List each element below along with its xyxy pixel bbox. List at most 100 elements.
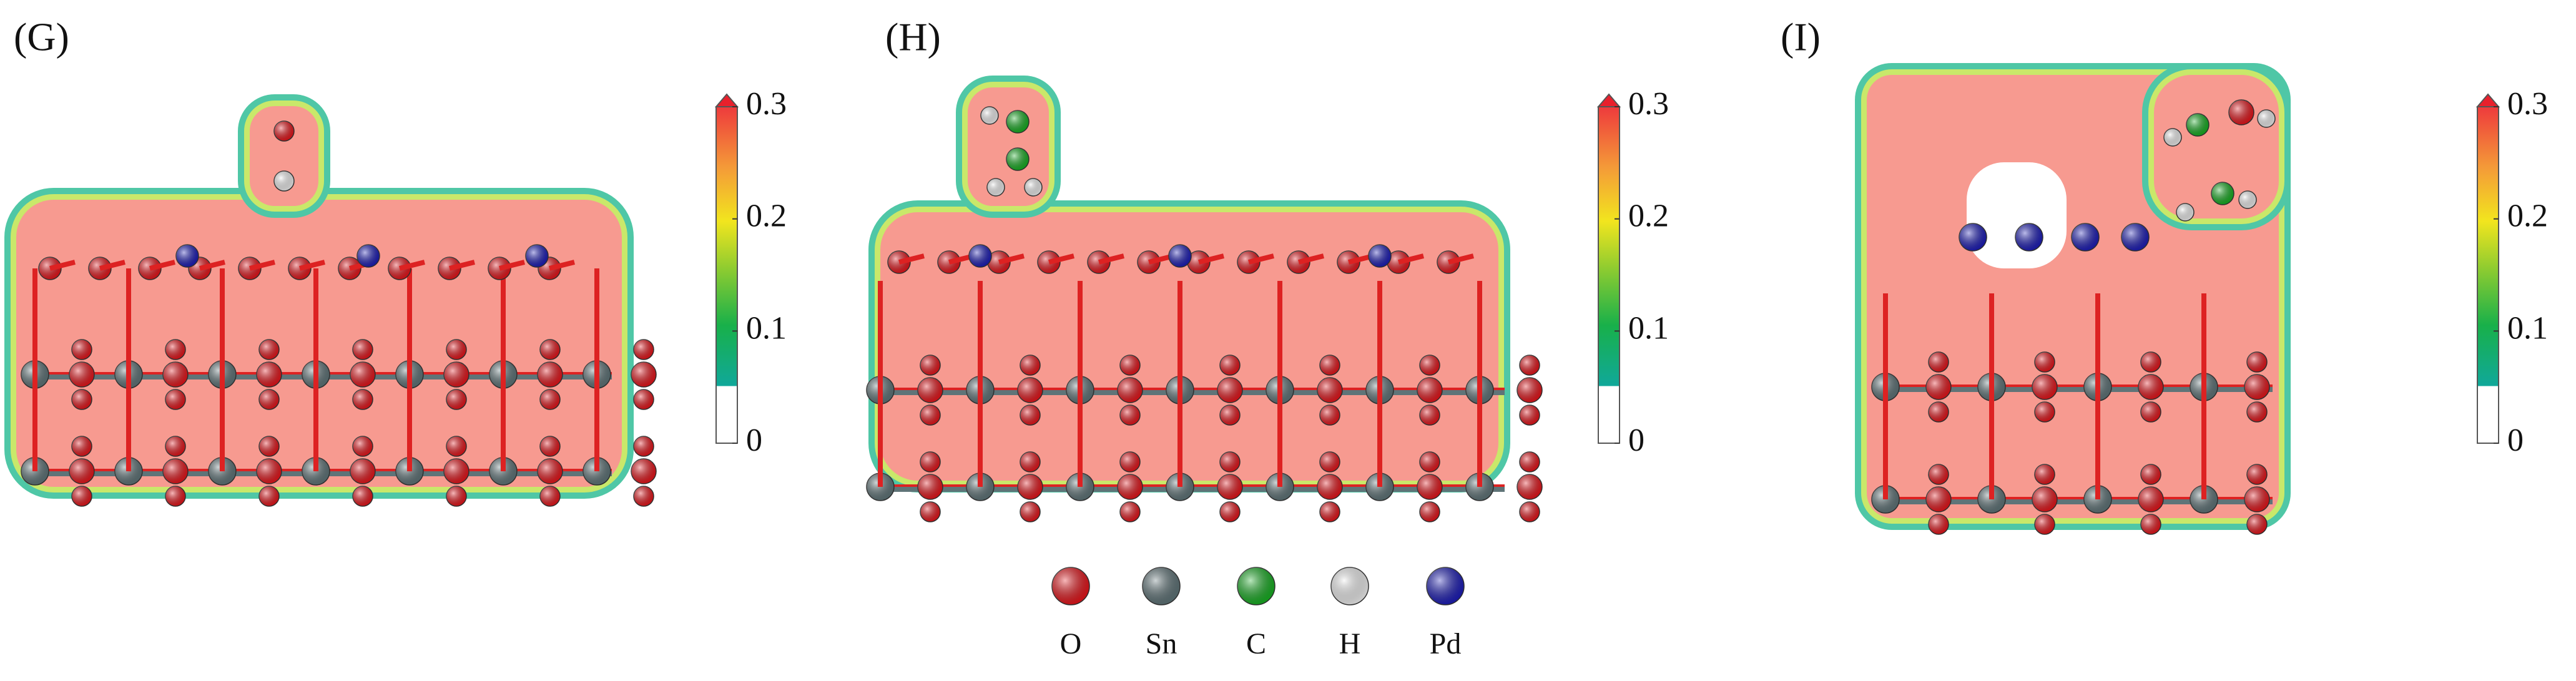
legend-label: Pd (1430, 627, 1462, 660)
atom-shade (446, 389, 466, 409)
atom-shade (72, 389, 92, 409)
atom-shade (176, 245, 199, 267)
atom-shade (1120, 405, 1140, 425)
atom-shade (1420, 502, 1440, 522)
elf-map (250, 106, 318, 206)
atom-shade (631, 459, 656, 484)
legend-label: Sn (1146, 627, 1177, 660)
colorbar-tick-label: 0.2 (2507, 198, 2548, 234)
atom-shade (163, 459, 188, 484)
bond (49, 260, 76, 271)
atom-shade (1520, 502, 1540, 522)
atom-shade (631, 362, 656, 387)
colorbar-tick-label: 0.3 (746, 86, 787, 122)
colorbar-tick-label: 0.1 (746, 310, 787, 346)
panel-label: (G) (14, 15, 69, 59)
atom-shade (1417, 474, 1442, 499)
colorbar-tick-label: 0 (746, 423, 762, 458)
atom-shade (2247, 402, 2267, 422)
atom-shade (1320, 405, 1340, 425)
atom-shade (2239, 191, 2256, 208)
atom-shade (2035, 352, 2055, 372)
atom-shade (1517, 474, 1542, 499)
atom-shade (2211, 182, 2234, 205)
atom-shade (2164, 129, 2181, 146)
atom-shade (350, 459, 375, 484)
atom-shade (165, 389, 185, 409)
atom-shade (981, 107, 998, 124)
panel: (I) 0 0.1 0.2 0.3 (1781, 15, 2548, 535)
atom-shade (1420, 405, 1440, 425)
atom-shade (1220, 452, 1240, 472)
atom-shade (444, 459, 469, 484)
bond (549, 260, 575, 271)
atom-shade (259, 486, 279, 506)
panel-label: (H) (885, 15, 941, 59)
bond (1198, 253, 1224, 265)
atom-shade (259, 340, 279, 360)
atom-shade (2244, 375, 2269, 399)
atom-shade (2015, 223, 2043, 251)
atom-shade (353, 486, 373, 506)
bond (499, 260, 525, 271)
atom-shade (274, 121, 294, 141)
colorbar-tick-label: 0 (2507, 423, 2524, 458)
atom-shade (2141, 514, 2161, 534)
legend: O Sn C H Pd (1051, 567, 1465, 660)
atom-shade (2035, 464, 2055, 484)
atom-shade (2247, 514, 2267, 534)
atom-shade (1220, 355, 1240, 375)
bond (998, 253, 1025, 265)
atom-shade (1018, 474, 1043, 499)
atom-shade (1320, 502, 1340, 522)
atom-shade (1926, 487, 1951, 512)
atom-shade (1006, 148, 1029, 170)
atom-shade (72, 486, 92, 506)
atom-shade (1520, 355, 1540, 375)
bond (399, 260, 425, 271)
atom-shade (69, 459, 94, 484)
atom-shade (163, 362, 188, 387)
atom-shade (1052, 567, 1089, 605)
atom-shade (1929, 402, 1949, 422)
atom-shade (2176, 203, 2194, 221)
atom-shade (634, 389, 654, 409)
colorbar-tick-label: 0.1 (2507, 310, 2548, 346)
atom-shade (2141, 352, 2161, 372)
atom-shade (540, 340, 560, 360)
atom-shade (1120, 452, 1140, 472)
atom-shade (257, 362, 282, 387)
atom-shade (2072, 223, 2099, 251)
atom-shade (1120, 355, 1140, 375)
atom-shade (920, 405, 940, 425)
panel: (G) 0 0.1 0.2 0.3 (4, 15, 787, 507)
atom-shade (165, 340, 185, 360)
bond (1298, 253, 1324, 265)
colorbar (1598, 106, 1620, 444)
atom-shade (1020, 502, 1040, 522)
atom-shade (1169, 245, 1191, 267)
atom-shade (1025, 179, 1042, 196)
atom-shade (444, 362, 469, 387)
atom-shade (1143, 567, 1180, 605)
atom-shade (2141, 402, 2161, 422)
atom-shade (1018, 378, 1043, 403)
elf-map (16, 200, 622, 487)
colorbar-tick-label: 0.2 (746, 198, 787, 234)
atom-shade (2141, 464, 2161, 484)
atom-shade (969, 245, 991, 267)
panel-label: (I) (1781, 15, 1821, 59)
atom-shade (2229, 100, 2254, 125)
atom-shade (1929, 464, 1949, 484)
atom-shade (1331, 567, 1369, 605)
atom-shade (1420, 452, 1440, 472)
atom-shade (634, 340, 654, 360)
atom-shade (1317, 474, 1342, 499)
colorbar-extend (1596, 93, 1621, 107)
atom-shade (918, 378, 943, 403)
panel: (H) 0 0.1 0.2 0.3 (866, 15, 1669, 522)
atom-shade (259, 389, 279, 409)
atom-shade (2121, 223, 2149, 251)
atom-shade (446, 486, 466, 506)
atom-shade (540, 389, 560, 409)
